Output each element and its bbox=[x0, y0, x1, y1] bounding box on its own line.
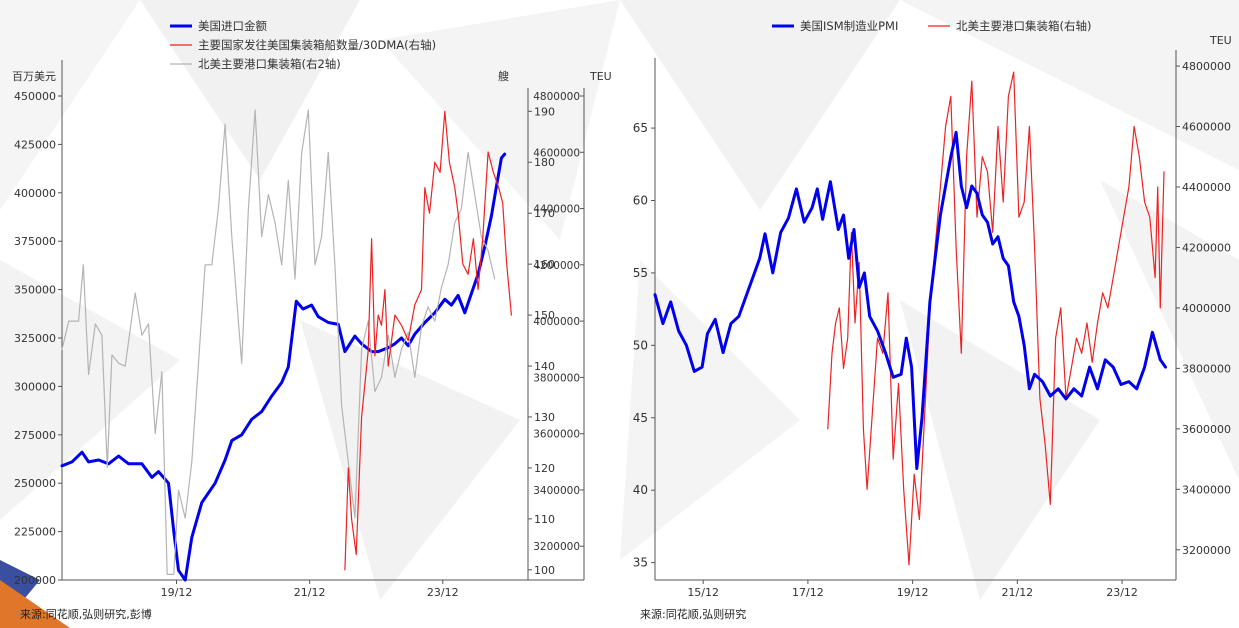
x-tick-label: 19/12 bbox=[161, 586, 193, 599]
series-line bbox=[60, 152, 507, 582]
y-right-tick-label: 190 bbox=[534, 105, 555, 118]
y-left-tick-label: 400000 bbox=[14, 187, 56, 200]
x-tick-label: 19/12 bbox=[897, 586, 929, 599]
y-left-tick-label: 200000 bbox=[14, 574, 56, 587]
y-left-tick-label: 350000 bbox=[14, 284, 56, 297]
y-right2-tick-label: 3600000 bbox=[533, 429, 580, 441]
y-right-tick-label: 4000000 bbox=[1182, 302, 1231, 315]
y-right-tick-label: 150 bbox=[534, 309, 555, 322]
legend-label: 美国ISM制造业PMI bbox=[800, 19, 898, 33]
y-right-tick-label: 100 bbox=[534, 564, 555, 577]
y-right2-tick-label: 4200000 bbox=[533, 260, 580, 272]
legend-label: 北美主要港口集装箱(右2轴) bbox=[198, 57, 341, 71]
series-line bbox=[344, 110, 512, 571]
chart-series bbox=[60, 109, 512, 582]
y-right-tick-label: 120 bbox=[534, 462, 555, 475]
y-left-unit: 百万美元 bbox=[12, 70, 56, 83]
x-tick-label: 23/12 bbox=[1106, 586, 1138, 599]
y-right-tick-label: 4600000 bbox=[1182, 121, 1231, 134]
y-right-tick-label: 4800000 bbox=[1182, 60, 1231, 73]
y-left-tick-label: 45 bbox=[633, 411, 648, 425]
x-tick-label: 23/12 bbox=[427, 586, 459, 599]
y-left-tick-label: 325000 bbox=[14, 332, 56, 345]
y-left-tick-label: 425000 bbox=[14, 138, 56, 151]
chart-import-containers: 450000 425000 400000 375000 350000 325000 3000… bbox=[12, 19, 612, 599]
source-note-right: 来源:同花顺,弘则研究 bbox=[640, 608, 747, 621]
y-left-tick-label: 65 bbox=[633, 121, 648, 135]
chart-ism-pmi: 65 60 55 50 45 40 35 4800000 4600000 4400000 42000… bbox=[633, 19, 1232, 599]
y-left-tick-label: 250000 bbox=[14, 477, 56, 490]
y-left-tick-label: 275000 bbox=[14, 429, 56, 442]
y-right-tick-label: 3600000 bbox=[1182, 423, 1231, 436]
y-right2-tick-label: 3200000 bbox=[533, 541, 580, 553]
y-right-tick-label: 130 bbox=[534, 411, 555, 424]
y-left-tick-label: 55 bbox=[633, 266, 648, 280]
legend-label: 主要国家发往美国集装箱船数量/30DMA(右轴) bbox=[198, 38, 436, 52]
y-right-tick-label: 4200000 bbox=[1182, 241, 1231, 254]
legend-label: 美国进口金额 bbox=[198, 19, 267, 33]
chart-axes: 65 60 55 50 45 40 35 4800000 4600000 4400000 42000… bbox=[633, 34, 1232, 599]
y-right-tick-label: 4400000 bbox=[1182, 181, 1231, 194]
y-left-tick-label: 60 bbox=[633, 194, 648, 208]
x-tick-label: 17/12 bbox=[792, 586, 824, 599]
y-right-tick-label: 3400000 bbox=[1182, 483, 1231, 496]
x-tick-label: 21/12 bbox=[294, 586, 326, 599]
series-line bbox=[653, 130, 1167, 470]
series-line bbox=[61, 109, 496, 575]
y-right-tick-label: 3800000 bbox=[1182, 362, 1231, 375]
y-right-tick-label: 3200000 bbox=[1182, 544, 1231, 557]
y-left-tick-label: 375000 bbox=[14, 235, 56, 248]
y-right2-tick-label: 4400000 bbox=[533, 204, 580, 216]
y-right-unit: TEU bbox=[1209, 34, 1232, 47]
y-right-tick-label: 180 bbox=[534, 156, 555, 169]
y-right2-tick-label: 4000000 bbox=[533, 316, 580, 328]
y-left-tick-label: 300000 bbox=[14, 380, 56, 393]
y-left-tick-label: 35 bbox=[633, 556, 648, 570]
chart-legend: 美国ISM制造业PMI 北美主要港口集装箱(右轴) bbox=[772, 19, 1091, 33]
source-note-left: 来源:同花顺,弘则研究,彭博 bbox=[20, 608, 152, 621]
y-right2-tick-label: 3400000 bbox=[533, 485, 580, 497]
series-line bbox=[827, 71, 1165, 566]
x-tick-label: 15/12 bbox=[687, 586, 719, 599]
x-tick-label: 21/12 bbox=[1001, 586, 1033, 599]
y-left-tick-label: 40 bbox=[633, 483, 648, 497]
chart-axes: 450000 425000 400000 375000 350000 325000 3000… bbox=[12, 60, 612, 599]
y-right2-unit: TEU bbox=[589, 70, 612, 83]
y-right-tick-label: 160 bbox=[534, 258, 555, 271]
y-right2-tick-label: 4800000 bbox=[533, 91, 580, 103]
y-right-tick-label: 140 bbox=[534, 360, 555, 373]
y-left-tick-label: 225000 bbox=[14, 526, 56, 539]
y-right2-tick-label: 3800000 bbox=[533, 372, 580, 384]
y-right-unit: 艘 bbox=[498, 69, 509, 83]
chart-series bbox=[653, 71, 1167, 566]
y-right2-tick-label: 4600000 bbox=[533, 147, 580, 159]
y-right-tick-label: 110 bbox=[534, 513, 555, 526]
legend-label: 北美主要港口集装箱(右轴) bbox=[956, 19, 1091, 33]
y-left-tick-label: 450000 bbox=[14, 90, 56, 103]
y-left-tick-label: 50 bbox=[633, 338, 648, 352]
y-right-tick-label: 170 bbox=[534, 207, 555, 220]
